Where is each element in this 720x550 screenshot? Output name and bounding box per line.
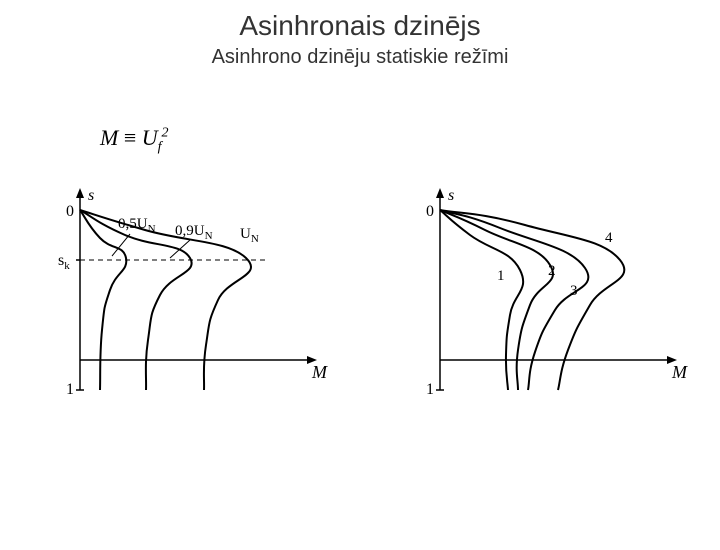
chart-left-svg: sM01sk0,5UN0,9UNUN [30,180,330,420]
formula-M: M [100,125,118,150]
formula-sup: 2 [162,126,169,141]
charts-container: sM01sk0,5UN0,9UNUN sM011234 [0,180,720,425]
svg-text:UN: UN [240,226,259,245]
svg-text:1: 1 [497,268,505,284]
svg-text:0: 0 [66,203,74,220]
svg-text:M: M [311,362,328,382]
svg-text:sk: sk [58,252,70,272]
svg-text:s: s [448,187,454,204]
chart-right-svg: s M 0 1 1 23 4 [390,180,690,420]
formula-U: U [142,125,158,150]
svg-text:1: 1 [66,381,74,398]
svg-text:3: 3 [570,283,578,299]
svg-text:0: 0 [426,203,434,220]
formula-equiv: ≡ [124,125,136,150]
page-subtitle: Asinhrono dzinēju statiskie režīmi [0,46,720,69]
chart-left: sM01sk0,5UN0,9UNUN [30,180,330,425]
svg-text:s: s [88,187,94,204]
formula-sub: f [158,139,162,154]
chart-right: s M 0 1 1 23 4 [390,180,690,425]
page-title: Asinhronais dzinējs [0,10,720,42]
svg-text:0,5UN: 0,5UN [118,216,156,235]
formula: M ≡ Uf2 [100,125,169,155]
svg-text:4: 4 [605,230,613,246]
svg-text:2: 2 [548,263,556,279]
svg-text:M: M [671,362,688,382]
svg-text:1: 1 [426,381,434,398]
